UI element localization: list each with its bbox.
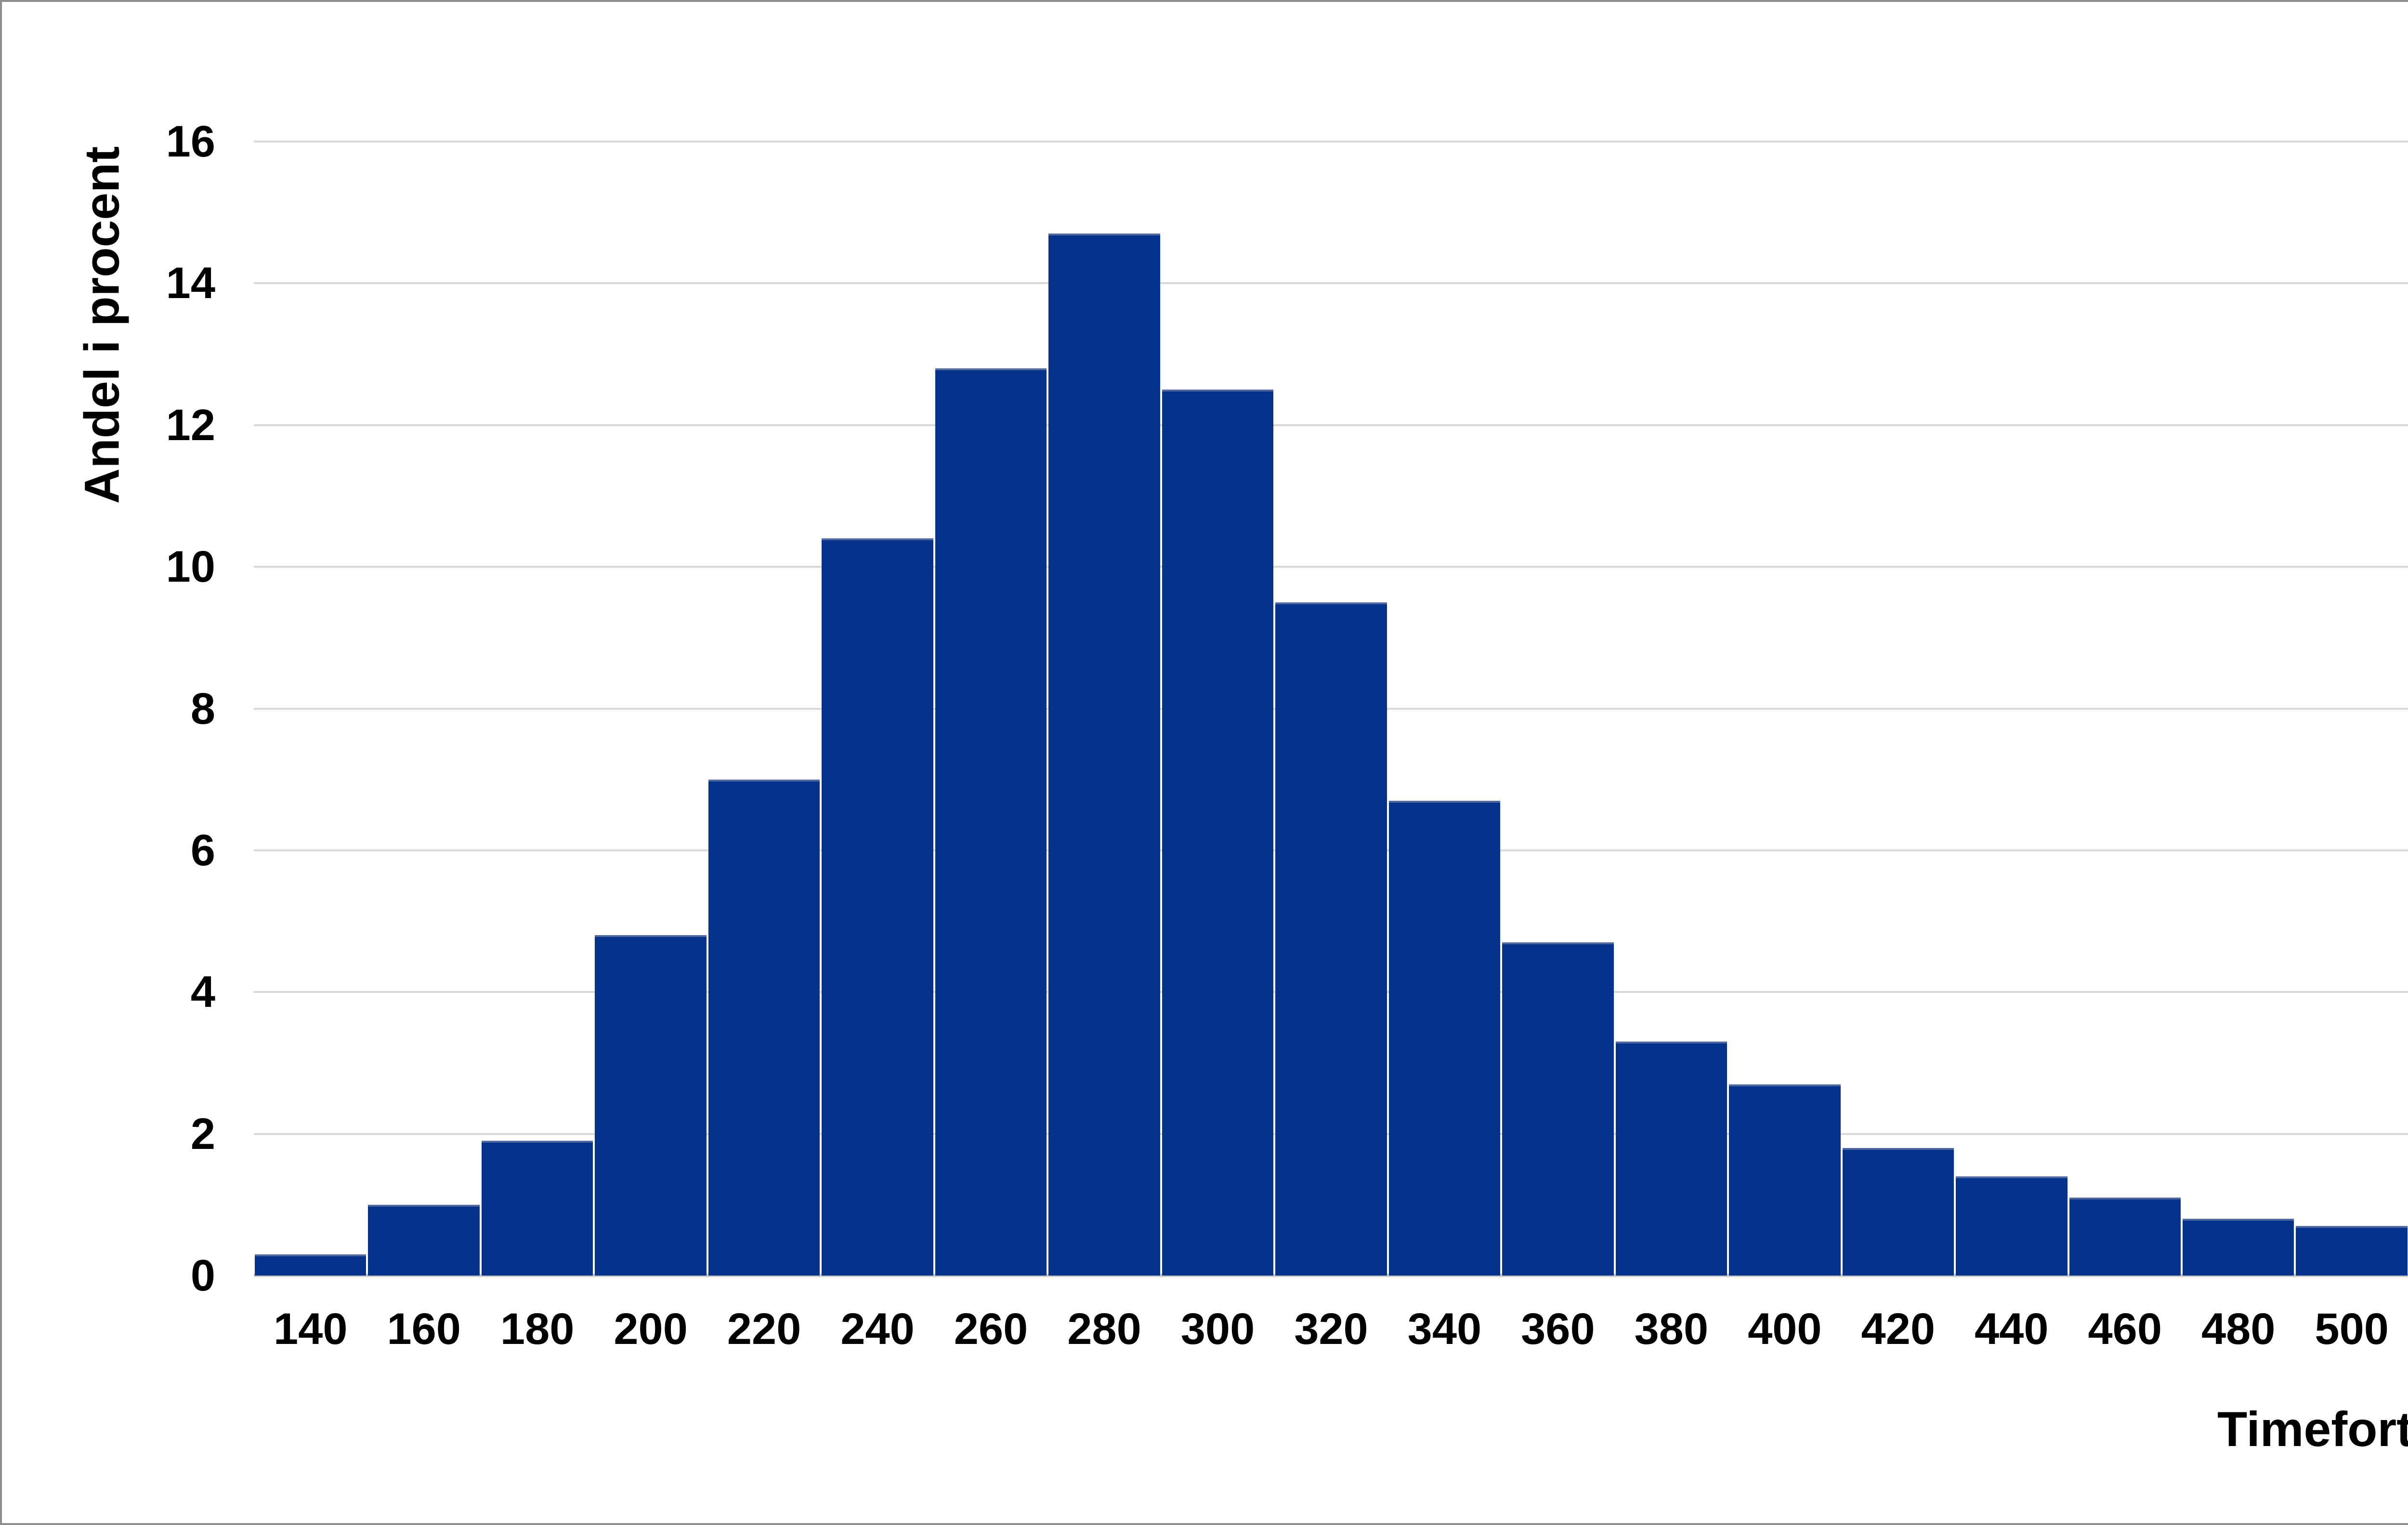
bar-cell-340	[1388, 142, 1501, 1276]
x-tick-label-420: 420	[1861, 1304, 1936, 1354]
bar-cell-160	[367, 142, 480, 1276]
bar-cell-360	[1501, 142, 1614, 1276]
x-tick-label-200: 200	[614, 1304, 688, 1354]
y-tick-label-14: 14	[166, 259, 215, 308]
bar-340	[1388, 801, 1501, 1276]
bar-260	[935, 368, 1047, 1276]
bar-220	[708, 780, 820, 1276]
y-tick-label-8: 8	[190, 684, 215, 733]
bar-cell-500	[2295, 142, 2408, 1276]
bar-cell-460	[2068, 142, 2182, 1276]
y-axis-tick-labels: 0 2 4 6 8 10 12 14 16	[2, 2, 215, 1523]
bar-380	[1615, 1042, 1727, 1276]
bar-240	[822, 538, 933, 1276]
bar-140	[255, 1254, 366, 1276]
bar-420	[1842, 1148, 1954, 1276]
bar-320	[1275, 602, 1387, 1276]
bar-cell-440	[1955, 142, 2068, 1276]
x-tick-label-160: 160	[387, 1304, 461, 1354]
x-tick-label-460: 460	[2088, 1304, 2162, 1354]
bar-cell-480	[2182, 142, 2295, 1276]
x-axis-title: Timefortjeneste i danske kroner	[2217, 1402, 2408, 1457]
y-tick-label-0: 0	[190, 1251, 215, 1300]
y-tick-label-12: 12	[166, 400, 215, 450]
bar-440	[1956, 1176, 2068, 1276]
x-tick-label-220: 220	[727, 1304, 801, 1354]
bar-480	[2182, 1219, 2294, 1276]
x-tick-label-500: 500	[2315, 1304, 2389, 1354]
x-tick-label-280: 280	[1067, 1304, 1141, 1354]
gridline-10	[254, 566, 2408, 568]
bar-series	[254, 142, 2408, 1276]
y-tick-label-6: 6	[190, 825, 215, 875]
plot-area	[254, 141, 2408, 1277]
bar-280	[1048, 234, 1160, 1276]
bar-cell-300	[1161, 142, 1274, 1276]
bar-cell-220	[707, 142, 821, 1276]
x-tick-label-380: 380	[1634, 1304, 1709, 1354]
bar-cell-180	[481, 142, 594, 1276]
bar-360	[1502, 942, 1614, 1276]
bar-cell-140	[254, 142, 367, 1276]
bar-200	[595, 935, 707, 1276]
bar-cell-200	[594, 142, 707, 1276]
bar-cell-380	[1615, 142, 1728, 1276]
x-tick-label-320: 320	[1294, 1304, 1368, 1354]
bar-cell-420	[1842, 142, 1955, 1276]
x-tick-label-180: 180	[500, 1304, 575, 1354]
x-tick-label-480: 480	[2201, 1304, 2276, 1354]
bar-cell-400	[1728, 142, 1841, 1276]
y-tick-label-16: 16	[166, 117, 215, 166]
bar-cell-240	[821, 142, 934, 1276]
gridline-16	[254, 141, 2408, 143]
bar-160	[368, 1205, 480, 1276]
bar-180	[481, 1141, 593, 1276]
x-tick-label-400: 400	[1748, 1304, 1822, 1354]
x-tick-label-440: 440	[1975, 1304, 2049, 1354]
gridline-14	[254, 282, 2408, 285]
x-tick-label-240: 240	[840, 1304, 915, 1354]
bar-cell-260	[934, 142, 1047, 1276]
gridline-12	[254, 424, 2408, 426]
y-tick-label-10: 10	[166, 542, 215, 592]
bar-cell-280	[1047, 142, 1161, 1276]
x-axis-tick-labels: 140 160 180 200 220 240 260 280 300 320 340 360 380 4…	[254, 1303, 2408, 1356]
bar-500	[2296, 1226, 2408, 1276]
x-tick-label-360: 360	[1521, 1304, 1595, 1354]
bar-cell-320	[1274, 142, 1387, 1276]
y-tick-label-2: 2	[190, 1109, 215, 1159]
x-tick-label-260: 260	[954, 1304, 1028, 1354]
x-tick-label-340: 340	[1407, 1304, 1482, 1354]
bar-300	[1162, 390, 1274, 1276]
bar-400	[1729, 1084, 1841, 1276]
x-tick-label-140: 140	[273, 1304, 348, 1354]
x-tick-label-300: 300	[1180, 1304, 1255, 1354]
bar-460	[2069, 1198, 2181, 1276]
y-tick-label-4: 4	[190, 967, 215, 1017]
